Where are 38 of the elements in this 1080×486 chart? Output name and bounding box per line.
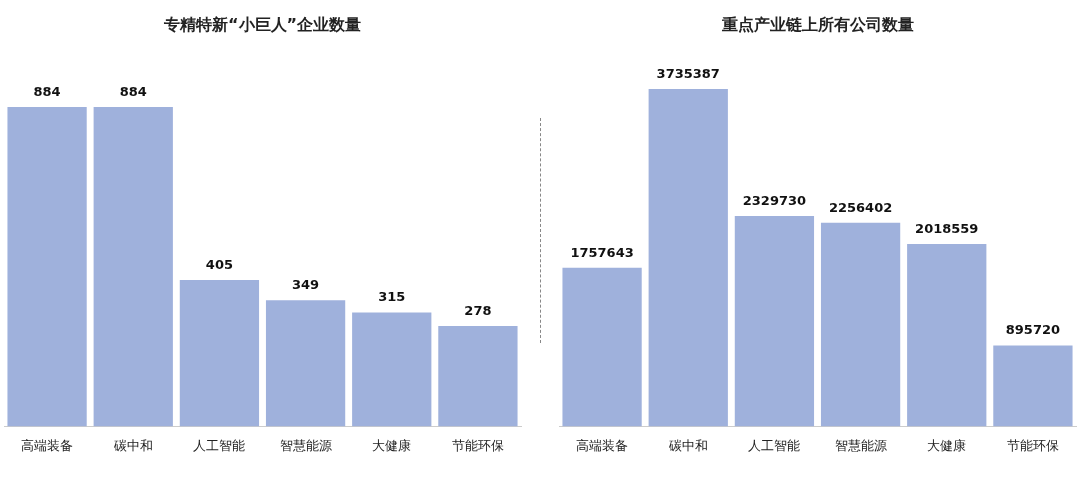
bar bbox=[648, 89, 728, 427]
bar bbox=[993, 345, 1073, 427]
data-label: 895720 bbox=[1005, 322, 1061, 338]
data-label: 884 bbox=[33, 83, 61, 99]
data-label: 1757643 bbox=[570, 244, 634, 260]
x-tick-label: 人工智能 bbox=[748, 437, 801, 453]
data-label: 315 bbox=[378, 289, 406, 305]
x-tick-label: 大健康 bbox=[927, 437, 967, 453]
bar bbox=[562, 267, 642, 427]
x-tick-label: 节能环保 bbox=[451, 437, 504, 453]
data-label: 349 bbox=[292, 277, 320, 293]
x-tick-label: 高端装备 bbox=[576, 437, 629, 453]
bar bbox=[438, 325, 518, 427]
bar bbox=[179, 280, 260, 427]
x-tick-label: 碳中和 bbox=[112, 437, 153, 453]
bar bbox=[820, 222, 901, 427]
data-label: 2018559 bbox=[915, 221, 979, 236]
bar bbox=[93, 107, 173, 427]
bar bbox=[265, 300, 346, 427]
data-label: 3735387 bbox=[656, 65, 720, 81]
x-tick-label: 智慧能源 bbox=[834, 437, 887, 453]
x-tick-label: 人工智能 bbox=[193, 437, 246, 453]
chart-title: 重点产业链上所有公司数量 bbox=[720, 14, 914, 34]
x-tick-label: 节能环保 bbox=[1006, 437, 1059, 453]
bar bbox=[907, 244, 987, 427]
bar bbox=[7, 107, 87, 427]
bar bbox=[352, 312, 432, 427]
chart-title: 专精特新“小巨人”企业数量 bbox=[162, 14, 362, 34]
bar bbox=[734, 216, 815, 427]
data-label: 884 bbox=[119, 83, 147, 99]
data-label: 2329730 bbox=[742, 192, 807, 208]
x-tick-label: 智慧能源 bbox=[279, 437, 332, 453]
data-label: 405 bbox=[205, 256, 233, 272]
x-tick-label: 碳中和 bbox=[667, 437, 708, 453]
data-label: 278 bbox=[464, 302, 492, 318]
x-tick-label: 大健康 bbox=[372, 437, 412, 453]
data-label: 2256402 bbox=[828, 199, 893, 215]
x-tick-label: 高端装备 bbox=[21, 437, 74, 453]
